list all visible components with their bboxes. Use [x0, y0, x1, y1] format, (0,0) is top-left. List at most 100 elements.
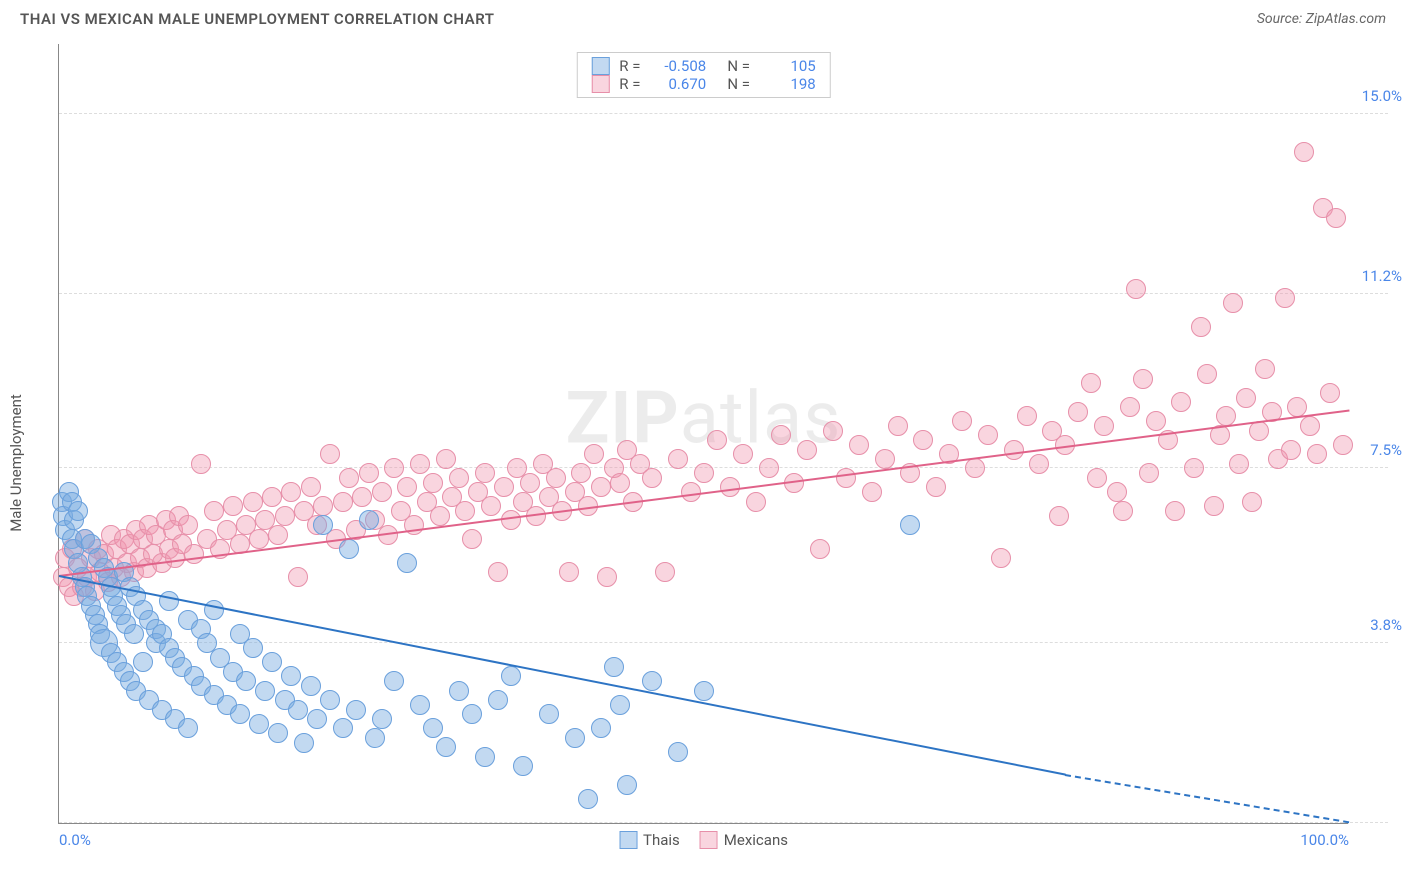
- thai-point: [320, 690, 340, 710]
- thai-point: [294, 733, 314, 753]
- series-legend: ThaisMexicans: [619, 831, 788, 849]
- thai-point: [68, 501, 88, 521]
- thai-point: [307, 709, 327, 729]
- mexican-point: [559, 562, 579, 582]
- mexican-point: [1320, 383, 1340, 403]
- mexican-point: [313, 496, 333, 516]
- mexican-point: [1094, 416, 1114, 436]
- thai-point: [262, 652, 282, 672]
- mexican-point: [301, 477, 321, 497]
- mexican-point: [733, 444, 753, 464]
- mexican-point: [262, 487, 282, 507]
- mexican-point: [475, 463, 495, 483]
- thai-point: [281, 666, 301, 686]
- mexican-point: [372, 482, 392, 502]
- mexican-point: [268, 525, 288, 545]
- legend-swatch: [619, 831, 637, 849]
- mexican-point: [455, 501, 475, 521]
- thai-point: [124, 624, 144, 644]
- chart-container: Male Unemployment ZIPatlas R = -0.508 N …: [10, 34, 1396, 874]
- mexican-point: [436, 449, 456, 469]
- mexican-point: [204, 501, 224, 521]
- mexican-point: [1275, 288, 1295, 308]
- thai-point: [346, 700, 366, 720]
- mexican-point: [759, 458, 779, 478]
- mexican-point: [1139, 463, 1159, 483]
- thai-point: [397, 553, 417, 573]
- mexican-point: [1171, 392, 1191, 412]
- mexican-point: [249, 529, 269, 549]
- thai-point: [604, 657, 624, 677]
- mexican-point: [771, 425, 791, 445]
- thai-point: [617, 775, 637, 795]
- correlation-legend: R = -0.508 N = 105R = 0.670 N = 198: [576, 52, 830, 98]
- thai-point: [410, 695, 430, 715]
- mexican-point: [610, 473, 630, 493]
- mexican-point: [430, 506, 450, 526]
- mexican-point: [546, 468, 566, 488]
- legend-swatch: [700, 831, 718, 849]
- mexican-point: [339, 468, 359, 488]
- thai-point: [610, 695, 630, 715]
- chart-title: THAI VS MEXICAN MALE UNEMPLOYMENT CORREL…: [20, 10, 494, 28]
- source-label: Source: ZipAtlas.com: [1257, 11, 1386, 27]
- mexican-point: [462, 529, 482, 549]
- mexican-point: [281, 482, 301, 502]
- mexican-point: [694, 463, 714, 483]
- thai-point: [243, 638, 263, 658]
- mexican-point: [1081, 373, 1101, 393]
- mexican-point: [288, 567, 308, 587]
- mexican-point: [1191, 317, 1211, 337]
- mexican-point: [1113, 501, 1133, 521]
- mexican-point: [1281, 440, 1301, 460]
- thai-point: [268, 723, 288, 743]
- mexican-point: [746, 492, 766, 512]
- mexican-point: [571, 463, 591, 483]
- mexican-point: [862, 482, 882, 502]
- mexican-point: [1029, 454, 1049, 474]
- legend-swatch: [591, 75, 609, 93]
- x-tick-label: 100.0%: [1300, 831, 1349, 849]
- mexican-point: [1126, 279, 1146, 299]
- mexican-point: [449, 468, 469, 488]
- mexican-point: [707, 430, 727, 450]
- thai-point: [900, 515, 920, 535]
- mexican-point: [275, 506, 295, 526]
- thai-point: [668, 742, 688, 762]
- mexican-point: [584, 444, 604, 464]
- thai-trend-line: [59, 575, 1066, 776]
- mexican-point: [1255, 359, 1275, 379]
- thai-point: [513, 756, 533, 776]
- mexican-point: [481, 496, 501, 516]
- mexican-point: [810, 539, 830, 559]
- mexican-point: [1229, 454, 1249, 474]
- mexican-point: [913, 430, 933, 450]
- mexican-point: [1236, 388, 1256, 408]
- mexican-point: [243, 492, 263, 512]
- y-axis-label: Male Unemployment: [7, 394, 25, 532]
- mexican-point: [597, 567, 617, 587]
- mexican-point: [223, 496, 243, 516]
- legend-row: R = -0.508 N = 105: [591, 57, 815, 75]
- thai-point: [591, 718, 611, 738]
- mexican-point: [1300, 416, 1320, 436]
- thai-point: [565, 728, 585, 748]
- mexican-point: [1017, 406, 1037, 426]
- thai-point: [578, 789, 598, 809]
- mexican-point: [1204, 496, 1224, 516]
- mexican-point: [384, 458, 404, 478]
- mexican-point: [178, 515, 198, 535]
- mexican-point: [359, 463, 379, 483]
- mexican-point: [333, 492, 353, 512]
- thai-point: [423, 718, 443, 738]
- gridline: [59, 822, 1388, 823]
- y-tick-label: 7.5%: [1370, 441, 1402, 459]
- mexican-point: [352, 487, 372, 507]
- mexican-point: [991, 548, 1011, 568]
- y-tick-label: 15.0%: [1362, 87, 1402, 105]
- mexican-point: [591, 477, 611, 497]
- thai-point: [365, 728, 385, 748]
- mexican-point: [836, 468, 856, 488]
- thai-point: [133, 652, 153, 672]
- mexican-point: [668, 449, 688, 469]
